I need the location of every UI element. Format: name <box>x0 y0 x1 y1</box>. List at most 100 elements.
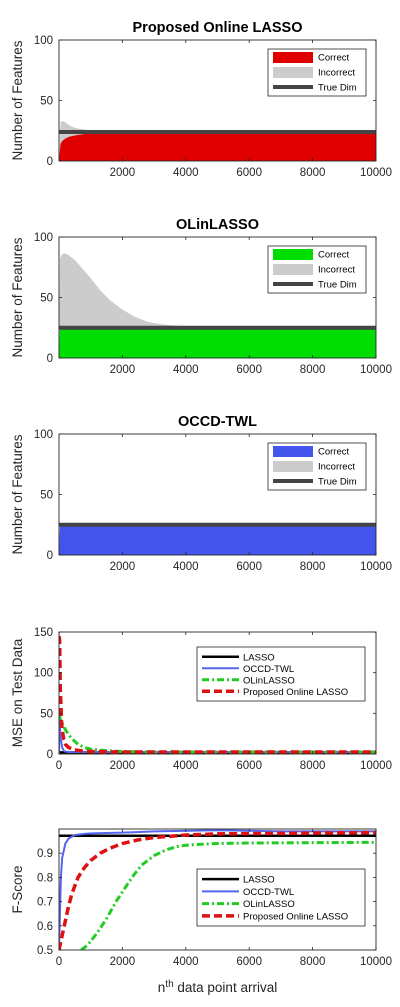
x-axis-label: nth data point arrival <box>158 979 277 996</box>
plot-area <box>59 522 376 555</box>
legend: Correct Incorrect True Dim <box>267 442 367 491</box>
x-tick-label: 8000 <box>300 760 326 772</box>
series-line-olinlasso <box>59 713 376 754</box>
legend-label-true-dim: True Dim <box>318 280 357 291</box>
axes-frame <box>58 39 377 162</box>
x-tick-label: 8000 <box>300 167 326 179</box>
y-tick-label: 50 <box>40 96 53 108</box>
chart-title: Proposed Online LASSO <box>133 20 303 36</box>
x-tick-label: 4000 <box>173 956 199 968</box>
area-correct <box>59 327 376 358</box>
x-tick-label: 6000 <box>236 364 262 376</box>
y-tick-label: 100 <box>34 35 53 47</box>
panel-proposed-online-lasso: 2000 4000 6000 8000 10000 0 50 100 Proposed Onli… <box>10 20 392 179</box>
legend-swatch-incorrect <box>273 67 313 78</box>
x-tick-label: 6000 <box>236 956 262 968</box>
legend-label-olinlasso: OLinLASSO <box>243 675 295 686</box>
x-tick-label: 8000 <box>300 561 326 573</box>
x-tick-label: 4000 <box>173 167 199 179</box>
x-tick-label: 2000 <box>110 956 136 968</box>
y-tick-label: 100 <box>34 429 53 441</box>
y-axis-label: Number of Features <box>10 40 25 160</box>
x-tick-label: 10000 <box>360 167 392 179</box>
plot-area <box>59 635 376 754</box>
x-tick-label: 4000 <box>173 364 199 376</box>
legend-label-proposed-online-lasso: Proposed Online LASSO <box>243 687 348 698</box>
legend-label-occd-twl: OCCD-TWL <box>243 664 294 675</box>
x-tick-label: 10000 <box>360 364 392 376</box>
legend-label-correct: Correct <box>318 447 350 458</box>
legend-label-true-dim: True Dim <box>318 477 357 488</box>
x-tick-label: 8000 <box>300 956 326 968</box>
y-tick-label: 50 <box>40 490 53 502</box>
panel-mse-test-data: 0 2000 4000 6000 8000 10000 0 50 100 150 MSE on Te… <box>10 627 392 772</box>
x-tick-label: 4000 <box>173 561 199 573</box>
y-tick-label: 100 <box>34 668 53 680</box>
x-tick-label: 2000 <box>110 760 136 772</box>
y-axis-label: F-Score <box>10 865 25 913</box>
x-tick-label: 6000 <box>236 760 262 772</box>
legend-label-correct: Correct <box>318 250 350 261</box>
legend-label-true-dim: True Dim <box>318 83 357 94</box>
y-tick-label: 0 <box>47 353 53 365</box>
x-tick-label: 2000 <box>110 167 136 179</box>
y-axis-label: Number of Features <box>10 237 25 357</box>
legend-label-proposed-online-lasso: Proposed Online LASSO <box>243 911 348 922</box>
legend-label-olinlasso: OLinLASSO <box>243 899 295 910</box>
legend-label-occd-twl: OCCD-TWL <box>243 887 294 898</box>
x-tick-label: 10000 <box>360 561 392 573</box>
panel-f-score: 0 2000 4000 6000 8000 10000 0.5 0.6 0.7 0.8 0.9 F-S… <box>10 828 392 996</box>
panel-olinlasso: 2000 4000 6000 8000 10000 0 50 100 OLinLASSO Numb… <box>10 217 392 376</box>
y-tick-label: 0 <box>47 156 53 168</box>
y-axis-label: MSE on Test Data <box>10 638 25 747</box>
y-tick-label: 0 <box>47 550 53 562</box>
x-tick-label: 4000 <box>173 760 199 772</box>
legend-label-lasso: LASSO <box>243 652 275 663</box>
legend-swatch-correct <box>273 52 313 63</box>
legend: Correct Incorrect True Dim <box>267 245 367 294</box>
x-tick-label: 0 <box>56 956 62 968</box>
series-line-proposed-online-lasso <box>59 830 376 950</box>
x-tick-label: 10000 <box>360 956 392 968</box>
legend-label-correct: Correct <box>318 53 350 64</box>
y-tick-label: 0.7 <box>37 897 53 909</box>
legend-label-incorrect: Incorrect <box>318 265 355 276</box>
x-tick-label: 10000 <box>360 760 392 772</box>
axes-frame <box>58 631 377 755</box>
x-tick-label: 6000 <box>236 561 262 573</box>
axes-frame <box>58 236 377 359</box>
area-correct <box>59 525 376 555</box>
y-tick-label: 50 <box>40 708 53 720</box>
axes-frame <box>58 828 377 951</box>
legend-swatch-incorrect <box>273 461 313 472</box>
y-tick-label: 0 <box>47 749 53 761</box>
legend-label-incorrect: Incorrect <box>318 68 355 79</box>
y-tick-label: 100 <box>34 232 53 244</box>
series-line-occd-twl <box>59 720 376 754</box>
legend-label-lasso: LASSO <box>243 875 275 886</box>
y-tick-label: 0.9 <box>37 848 53 860</box>
y-tick-label: 0.5 <box>37 945 53 957</box>
area-correct <box>59 131 376 161</box>
legend-swatch-incorrect <box>273 264 313 275</box>
plot-area <box>59 253 376 358</box>
chart-title: OCCD-TWL <box>178 414 257 430</box>
panel-occd-twl: 2000 4000 6000 8000 10000 0 50 100 OCCD-TWL Numbe… <box>10 414 392 573</box>
x-tick-label: 0 <box>56 760 62 772</box>
y-axis-label: Number of Features <box>10 434 25 554</box>
plot-area <box>59 121 376 161</box>
y-tick-label: 150 <box>34 627 53 639</box>
y-tick-label: 50 <box>40 293 53 305</box>
legend: Correct Incorrect True Dim <box>267 48 367 97</box>
legend-swatch-correct <box>273 249 313 260</box>
legend-label-incorrect: Incorrect <box>318 462 355 473</box>
x-tick-label: 2000 <box>110 364 136 376</box>
legend-swatch-correct <box>273 446 313 457</box>
plot-area <box>59 829 376 950</box>
x-tick-label: 6000 <box>236 167 262 179</box>
axes-frame <box>58 433 377 556</box>
series-line-occd-twl <box>59 829 376 950</box>
